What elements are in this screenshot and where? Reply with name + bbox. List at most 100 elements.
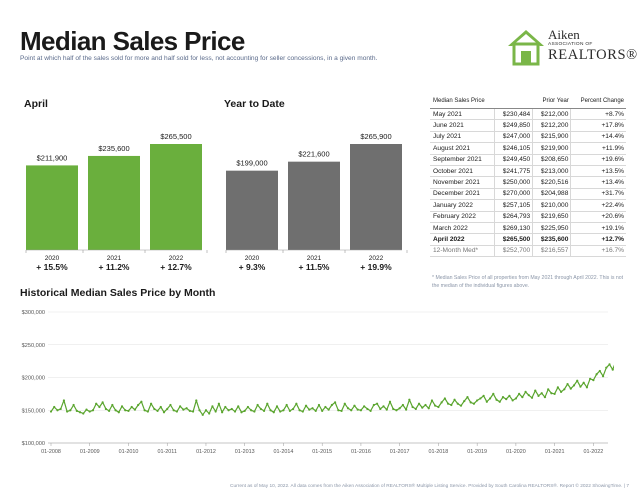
data-point — [446, 402, 450, 405]
data-point — [382, 405, 385, 408]
april-change-label: + 15.5% — [36, 262, 68, 272]
data-point — [424, 403, 427, 407]
data-point — [59, 407, 62, 411]
table-cell-value: +13.5% — [570, 165, 626, 178]
data-point — [188, 409, 191, 413]
data-point — [259, 407, 262, 411]
data-point — [353, 404, 356, 407]
data-point — [534, 389, 537, 392]
table-cell-month: October 2021 — [430, 165, 495, 178]
data-point — [589, 377, 592, 380]
data-point — [456, 402, 459, 405]
data-point — [469, 401, 472, 404]
data-point — [327, 408, 330, 411]
data-point — [495, 398, 498, 401]
data-point — [169, 403, 172, 407]
table-cell-value: $246,105 — [494, 142, 533, 155]
table-cell-value: +31.7% — [570, 188, 626, 201]
data-point — [450, 403, 453, 407]
data-point — [195, 399, 198, 402]
ytd-change-label: + 19.9% — [360, 262, 392, 272]
table-cell-month: December 2021 — [430, 188, 495, 201]
data-point — [317, 403, 321, 407]
table-cell-month: May 2021 — [430, 108, 495, 121]
april-value-label: $211,900 — [37, 153, 68, 162]
data-point — [221, 411, 224, 414]
data-point — [130, 405, 133, 409]
data-point — [385, 408, 388, 411]
table-cell-month: August 2021 — [430, 142, 495, 155]
data-point — [375, 402, 379, 405]
table-cell-value: +12.7% — [570, 233, 626, 246]
table-cell-value: +17.8% — [570, 119, 626, 132]
data-point — [388, 400, 392, 403]
data-point — [53, 405, 56, 409]
table-row: September 2021 $249,450 $208,650 +19.6% — [430, 154, 626, 166]
table-header-row: Median Sales Price Prior Year Percent Ch… — [430, 96, 626, 109]
table-cell-month: January 2022 — [430, 199, 495, 212]
data-point — [498, 400, 501, 403]
data-point — [501, 396, 505, 399]
ytd-value-label: $221,600 — [298, 150, 329, 159]
data-point — [340, 409, 343, 413]
x-tick-label: 01-2018 — [429, 449, 449, 455]
april-change-label: + 11.2% — [99, 262, 130, 272]
data-point — [214, 410, 217, 413]
data-point — [524, 390, 527, 394]
page-title: Median Sales Price — [20, 26, 245, 56]
data-point — [440, 401, 443, 404]
data-point — [56, 409, 59, 412]
table-cell-month: June 2021 — [430, 119, 495, 132]
data-point — [175, 410, 179, 413]
table-cell-value: $235,600 — [532, 233, 571, 246]
table-row: March 2022 $269,130 $225,950 +19.1% — [430, 222, 626, 235]
x-tick-label: 01-2013 — [235, 449, 255, 455]
data-point — [114, 409, 117, 412]
data-point — [279, 410, 282, 413]
data-point — [366, 407, 369, 411]
data-point — [579, 385, 582, 388]
x-tick-label: 01-2009 — [80, 449, 100, 455]
data-point — [88, 410, 91, 413]
historical-line-chart: $300,000 $250,000 $200,000 $150,000 $100,000… — [22, 310, 614, 455]
table-cell-value: $249,850 — [494, 119, 533, 132]
data-point — [492, 392, 495, 395]
ytd-bar-2021 — [288, 161, 340, 250]
table-cell-value: $269,130 — [494, 222, 533, 235]
data-point — [117, 411, 120, 414]
table-cell-value: $252,700 — [494, 245, 533, 258]
data-point — [285, 403, 288, 407]
data-point — [372, 403, 375, 407]
history-title: Historical Median Sales Price by Month — [20, 287, 216, 299]
table-cell-value: +16.7% — [570, 245, 626, 258]
ytd-bar-chart: $199,000 2020+ 9.3% $221,600 2021+ 11.5% $26… — [225, 132, 408, 272]
data-point — [127, 409, 130, 413]
data-point — [395, 409, 398, 412]
ytd-value-label: $199,000 — [236, 159, 267, 168]
table-header-month: Median Sales Price — [430, 96, 495, 109]
table-row: May 2021 $230,484 $212,000 +8.7% — [430, 108, 626, 121]
data-point — [476, 399, 479, 402]
data-point — [511, 399, 514, 402]
table-row-12-month: 12-Month Med* $252,700 $216,557 +16.7% — [430, 245, 626, 258]
house-roof-icon — [508, 30, 544, 46]
table-cell-month: September 2021 — [430, 154, 495, 166]
table-cell-value: $212,200 — [532, 119, 571, 132]
table-cell-value: +20.6% — [570, 211, 626, 223]
data-point — [437, 405, 440, 409]
table-cell-value: $219,650 — [532, 211, 571, 223]
x-tick-label: 01-2016 — [351, 449, 371, 455]
y-tick-label: $150,000 — [22, 408, 45, 414]
x-tick-label: 01-2015 — [312, 449, 332, 455]
data-point — [124, 409, 127, 412]
data-point — [408, 398, 411, 401]
data-point — [288, 409, 292, 413]
data-point — [301, 410, 304, 413]
data-point — [592, 379, 595, 382]
april-value-label: $265,500 — [160, 132, 191, 141]
data-point — [488, 397, 492, 400]
data-point — [166, 407, 169, 411]
data-point — [543, 396, 547, 399]
data-point — [453, 398, 456, 401]
y-tick-label: $250,000 — [22, 343, 45, 349]
